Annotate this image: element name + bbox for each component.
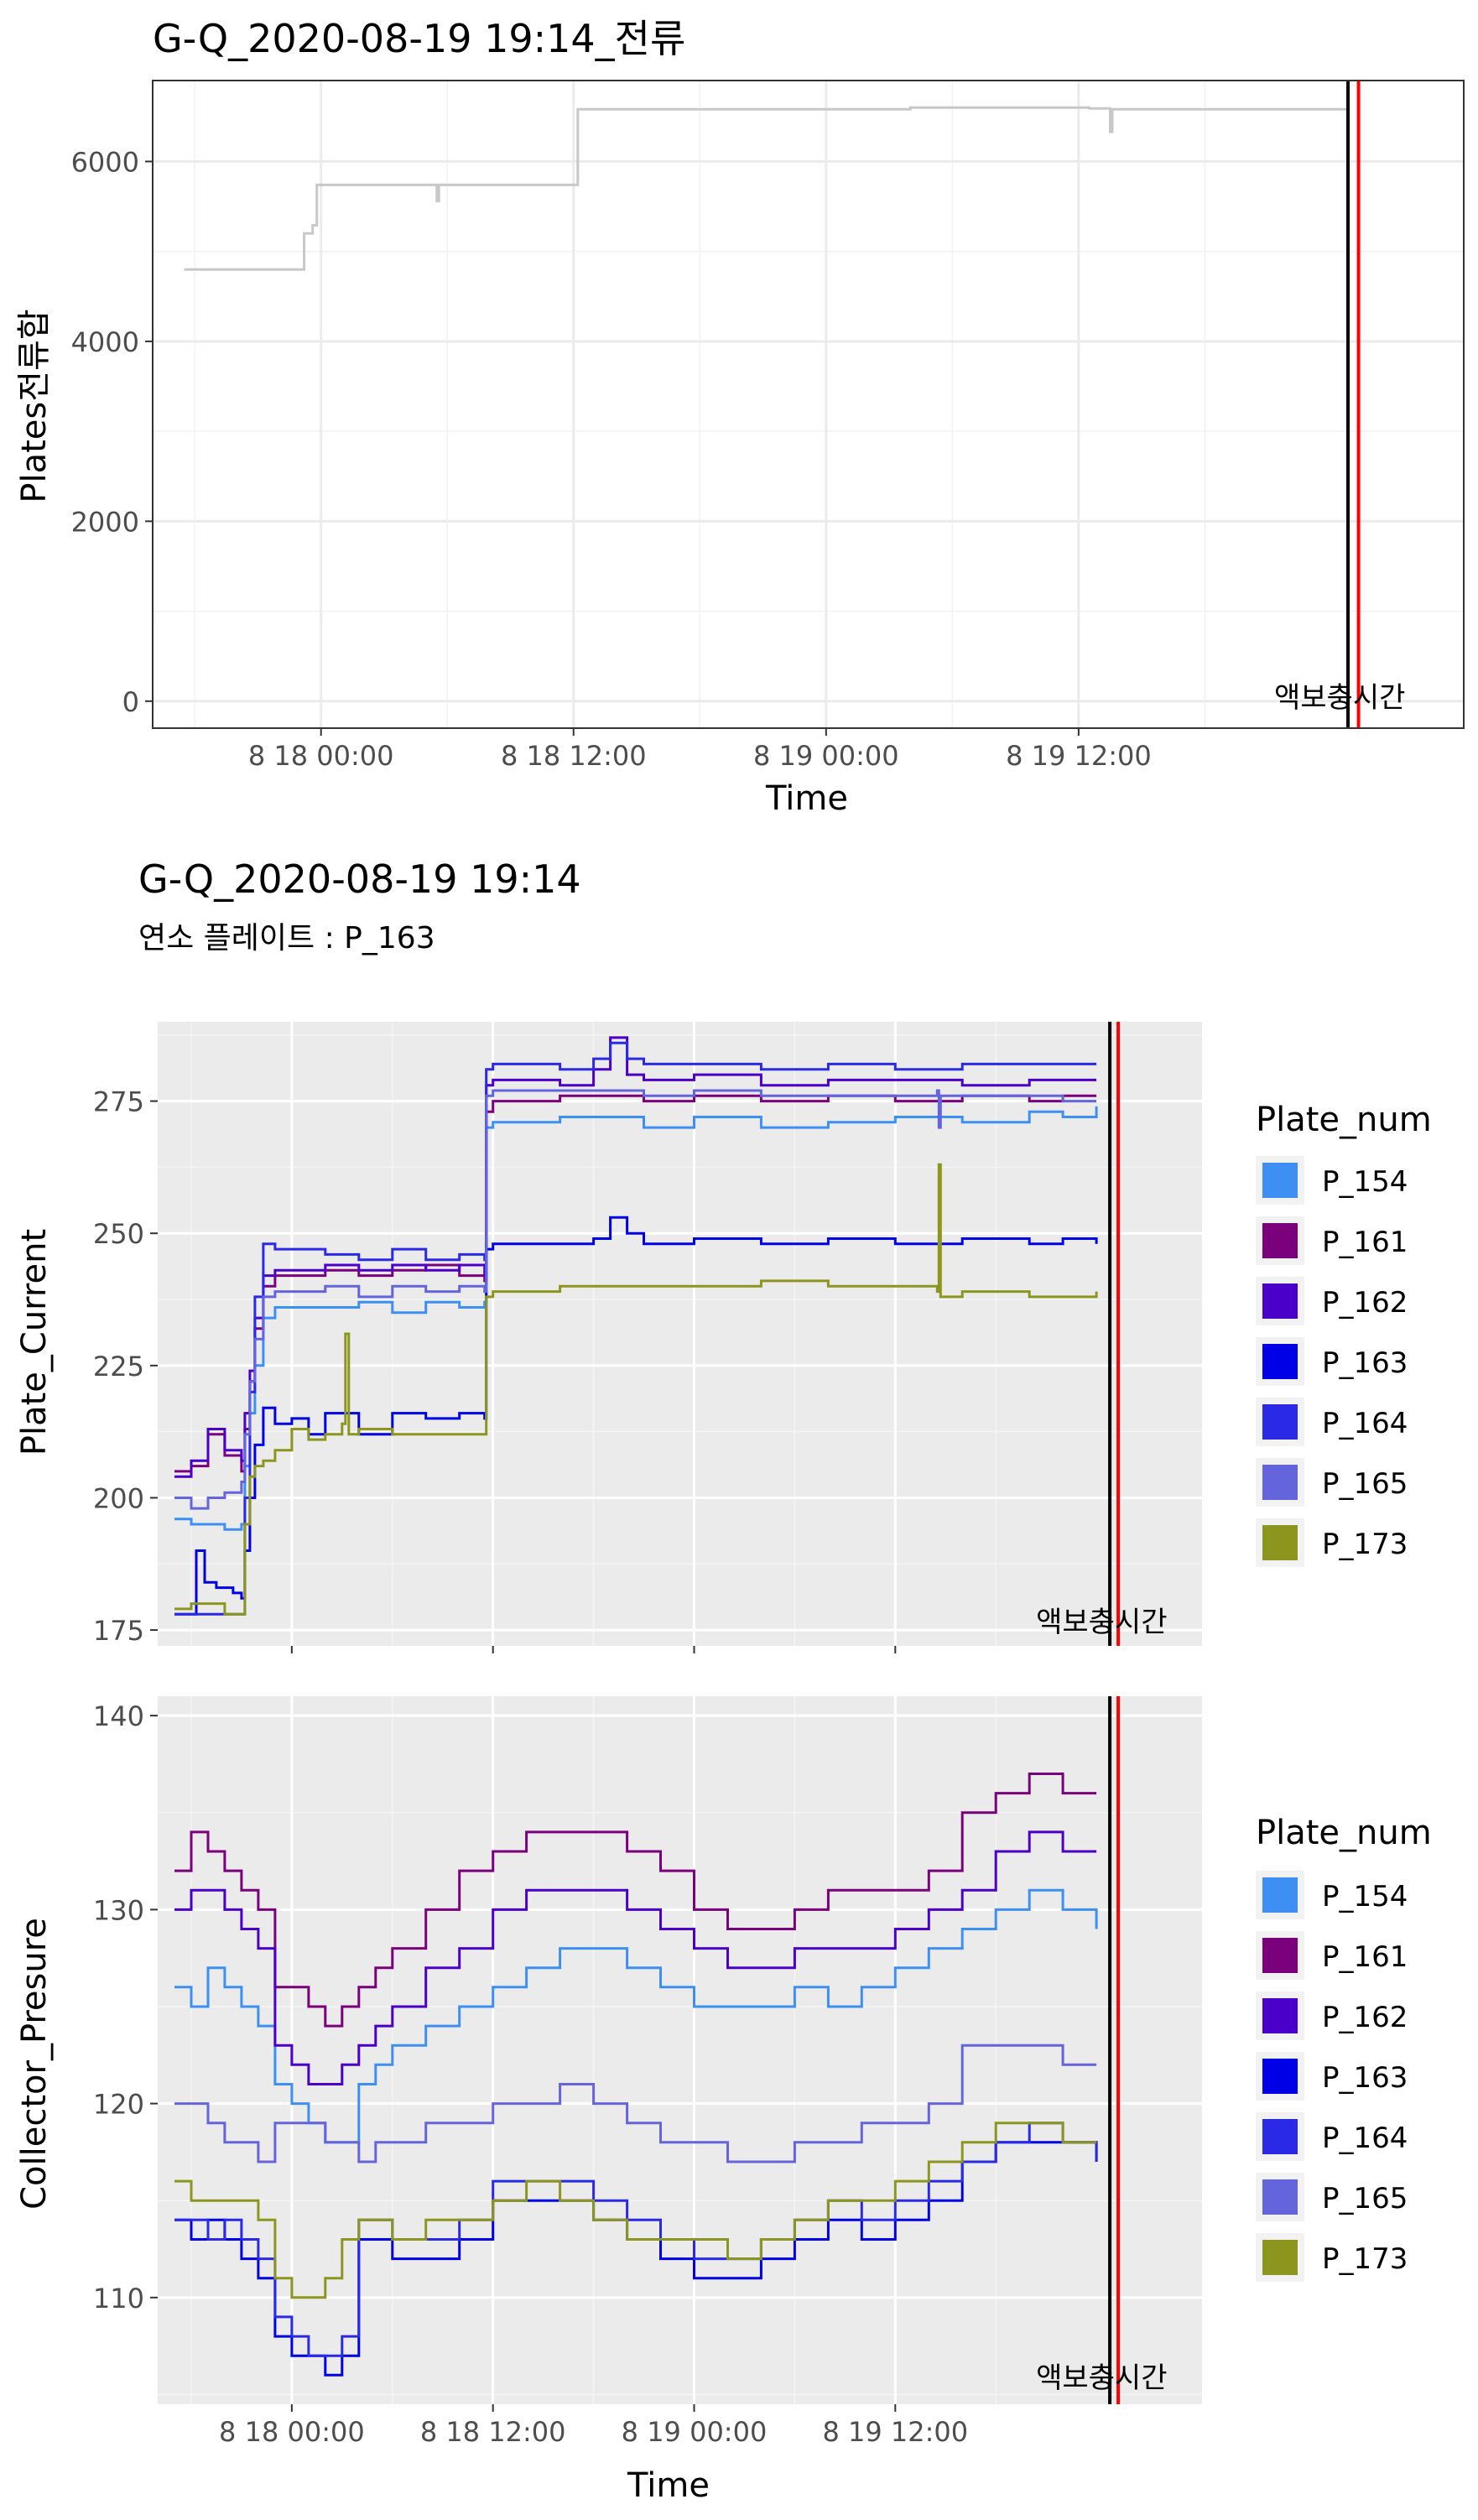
pressure-x-tick-label: 8 18 00:00 <box>219 2416 365 2448</box>
current-refill-annotation: 액보충시간 <box>1036 1606 1167 1639</box>
top-x-tick-label: 8 19 12:00 <box>1006 740 1152 772</box>
current-legend-swatch-p-164 <box>1262 1404 1298 1440</box>
pressure-refill-annotation: 액보충시간 <box>1036 2361 1167 2395</box>
pressure-legend-swatch-p-161 <box>1262 1938 1298 1973</box>
bottom-x-axis-title: Time <box>627 2466 710 2505</box>
pressure-series-line-p-161 <box>174 1773 1097 2028</box>
current-legend-swatch-p-162 <box>1262 1283 1298 1319</box>
current-series-group <box>174 1036 1098 1616</box>
pressure-series-group <box>174 1773 1098 2377</box>
pressure-legend-label-p-161: P_161 <box>1322 1940 1408 1974</box>
pressure-series-line-p-173 <box>174 2122 1097 2299</box>
pressure-y-tick-label: 110 <box>93 2283 144 2314</box>
top-chart-title: G-Q_2020-08-19 19:14_전류 <box>153 16 685 61</box>
pressure-y-tick-label: 130 <box>93 1894 144 1926</box>
current-y-tick-label: 275 <box>93 1086 144 1118</box>
top-panel-border <box>152 80 1465 729</box>
total-current-panel: 액보충시간 0 2000 4000 6000 8 18 00:00 8 18 12:00 8 … <box>71 80 1465 772</box>
current-legend-label-p-173: P_173 <box>1322 1528 1408 1561</box>
current-series-line-p-165 <box>174 1089 1097 1510</box>
lower-chart-title: G-Q_2020-08-19 19:14 <box>138 856 581 902</box>
pressure-legend-label-p-163: P_163 <box>1322 2061 1408 2095</box>
top-series-line-total <box>184 106 1348 271</box>
pressure-legend-label-p-162: P_162 <box>1322 2001 1408 2034</box>
current-legend-swatch-p-161 <box>1262 1223 1298 1258</box>
top-refill-annotation: 액보충시간 <box>1274 681 1405 715</box>
pressure-legend-label-p-165: P_165 <box>1322 2182 1408 2215</box>
plate-current-legend-title: Plate_num <box>1256 1101 1432 1139</box>
top-x-tick-label: 8 18 00:00 <box>248 740 394 772</box>
pressure-legend-swatch-p-154 <box>1262 1877 1298 1913</box>
current-y-tick-label: 200 <box>93 1482 144 1514</box>
current-legend-swatch-p-165 <box>1262 1465 1298 1500</box>
current-y-tick-label: 225 <box>93 1351 144 1382</box>
top-x-tick-label: 8 19 00:00 <box>753 740 899 772</box>
current-legend-label-p-154: P_154 <box>1322 1165 1408 1199</box>
plate-current-y-axis-title: Plate_Current <box>15 1229 54 1455</box>
pressure-legend-swatch-p-173 <box>1262 2240 1298 2275</box>
pressure-series-line-p-165 <box>174 2044 1097 2163</box>
current-legend-label-p-162: P_162 <box>1322 1286 1408 1320</box>
top-y-tick-label: 4000 <box>71 326 139 358</box>
current-series-line-p-163 <box>174 1216 1098 1616</box>
pressure-series-line-p-162 <box>174 1830 1097 2085</box>
pressure-legend-swatch-p-164 <box>1262 2119 1298 2154</box>
current-series-line-p-173 <box>174 1163 1098 1616</box>
pressure-panel-background <box>158 1696 1202 2404</box>
current-legend-swatch-p-173 <box>1262 1525 1298 1560</box>
current-legend-label-p-165: P_165 <box>1322 1467 1408 1501</box>
top-x-tick-label: 8 18 12:00 <box>501 740 647 772</box>
pressure-legend-swatch-p-162 <box>1262 1998 1298 2033</box>
pressure-legend-label-p-164: P_164 <box>1322 2122 1408 2155</box>
current-legend-label-p-163: P_163 <box>1322 1346 1408 1380</box>
current-legend-label-p-161: P_161 <box>1322 1226 1408 1259</box>
top-y-tick-label: 0 <box>122 686 139 718</box>
pressure-legend-swatch-p-163 <box>1262 2059 1298 2094</box>
plate-current-legend: Plate_num P_154 P_161 P_162 P_163 P_164 P_165… <box>1256 1101 1432 1567</box>
pressure-legend-swatch-p-165 <box>1262 2179 1298 2215</box>
current-legend-swatch-p-154 <box>1262 1163 1298 1198</box>
top-series-group <box>184 106 1348 271</box>
lower-chart-subtitle: 연소 플레이트 : P_163 <box>138 921 435 955</box>
collector-pressure-y-axis-title: Collector_Presure <box>15 1918 54 2210</box>
collector-pressure-legend: Plate_num P_154 P_161 P_162 P_163 P_164 P_165… <box>1256 1814 1432 2282</box>
current-y-tick-label: 250 <box>93 1218 144 1250</box>
top-x-axis-title: Time <box>765 779 848 818</box>
current-y-tick-label: 175 <box>93 1615 144 1647</box>
top-y-tick-label: 2000 <box>71 506 139 538</box>
pressure-legend-label-p-173: P_173 <box>1322 2242 1408 2276</box>
collector-pressure-panel: 액보충시간 110 120 130 140 8 18 00:00 8 18 12:00 8 1… <box>93 1696 1202 2448</box>
top-y-tick-label: 6000 <box>71 147 139 179</box>
pressure-y-tick-label: 140 <box>93 1700 144 1732</box>
pressure-x-tick-label: 8 19 00:00 <box>622 2416 768 2448</box>
pressure-x-tick-label: 8 18 12:00 <box>420 2416 566 2448</box>
current-panel-background <box>158 1022 1202 1646</box>
current-legend-label-p-164: P_164 <box>1322 1407 1408 1440</box>
current-series-line-p-154 <box>174 1106 1098 1531</box>
plate-current-panel: 액보충시간 175 200 225 250 275 <box>93 1022 1202 1653</box>
collector-pressure-legend-title: Plate_num <box>1256 1814 1432 1852</box>
pressure-y-tick-label: 120 <box>93 2089 144 2121</box>
current-legend-swatch-p-163 <box>1262 1344 1298 1379</box>
pressure-series-line-p-154 <box>174 1888 1098 2144</box>
top-y-axis-title: Plates전류합 <box>15 309 54 502</box>
pressure-legend-label-p-154: P_154 <box>1322 1880 1408 1913</box>
pressure-x-tick-label: 8 19 12:00 <box>822 2416 968 2448</box>
top-panel-background <box>153 81 1464 728</box>
